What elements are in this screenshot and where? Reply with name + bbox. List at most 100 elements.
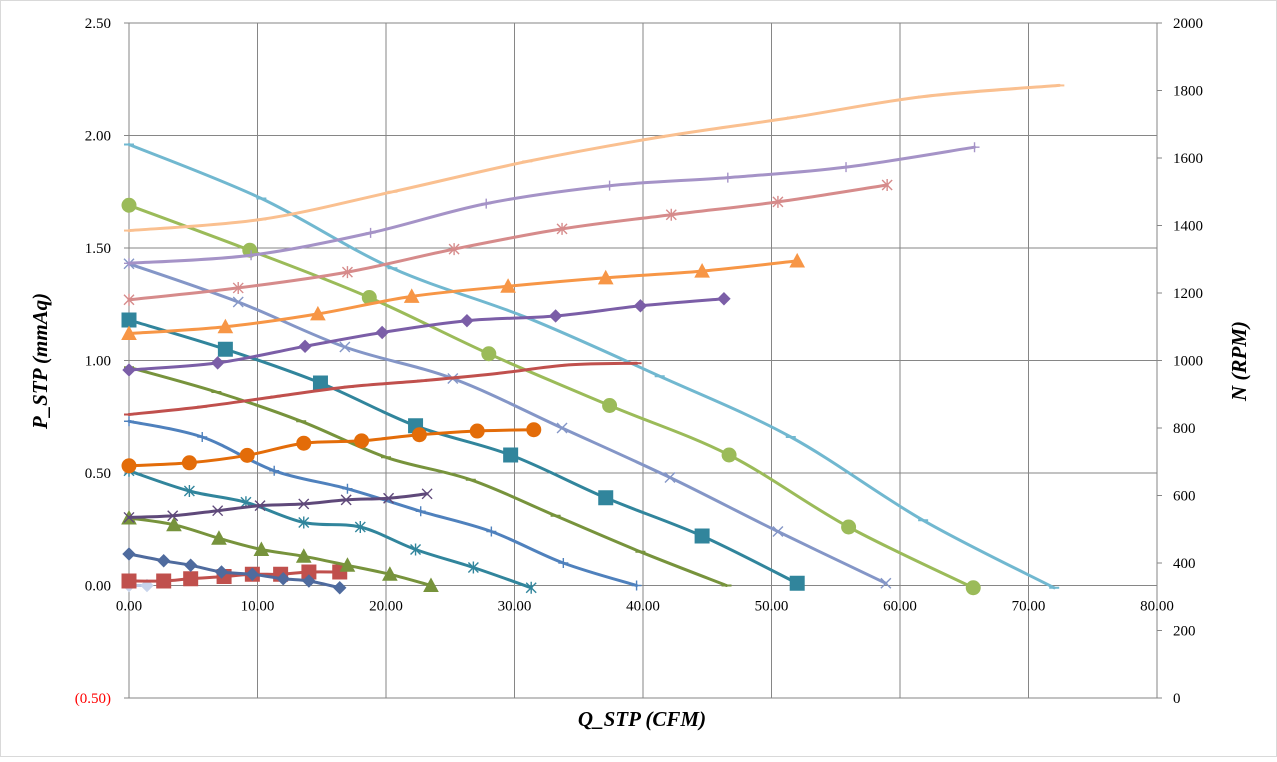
data-point xyxy=(486,526,497,537)
series-line xyxy=(127,469,533,590)
data-point xyxy=(365,227,376,238)
series-line xyxy=(127,259,799,335)
data-point xyxy=(276,572,290,586)
data-point xyxy=(253,541,270,556)
data-point xyxy=(183,558,198,572)
series-line xyxy=(127,183,889,302)
series-12 xyxy=(121,422,542,474)
series-11 xyxy=(123,488,433,523)
y-axis-title: P_STP (mmAq) xyxy=(28,293,52,430)
data-point xyxy=(121,312,137,328)
y2-tick-label: 400 xyxy=(1173,556,1196,572)
series-13 xyxy=(124,361,642,416)
data-point xyxy=(246,250,257,261)
data-point xyxy=(254,500,266,512)
data-point xyxy=(717,292,731,306)
data-point xyxy=(269,465,280,476)
y2-axis-title: N (RPM) xyxy=(1227,321,1251,402)
series-2 xyxy=(122,547,347,595)
y-tick-label: 1.50 xyxy=(85,241,111,257)
data-point xyxy=(633,299,648,313)
data-point xyxy=(841,519,857,535)
y-tick-label: 1.00 xyxy=(85,354,111,370)
data-point xyxy=(467,561,479,574)
series-line xyxy=(127,365,728,587)
y2-tick-label: 600 xyxy=(1173,489,1196,505)
data-point xyxy=(181,455,197,471)
data-point xyxy=(602,398,618,413)
x-tick-label: 40.00 xyxy=(626,599,660,615)
data-point xyxy=(880,577,892,589)
data-point xyxy=(121,458,137,474)
y2-tick-label: 0 xyxy=(1173,691,1181,707)
x-tick-label: 70.00 xyxy=(1012,599,1046,615)
data-point xyxy=(166,516,182,532)
data-point xyxy=(789,575,805,591)
data-point xyxy=(965,580,981,596)
series-18 xyxy=(124,83,1065,233)
data-point xyxy=(460,313,474,328)
data-point xyxy=(597,269,614,285)
data-point xyxy=(410,543,422,556)
y-tick-label: (0.50) xyxy=(75,691,111,707)
data-point xyxy=(214,565,229,579)
data-point xyxy=(156,573,172,589)
data-point xyxy=(342,483,353,494)
data-point xyxy=(354,521,366,533)
data-point xyxy=(122,547,136,561)
data-point xyxy=(421,488,433,500)
x-tick-label: 60.00 xyxy=(883,599,917,615)
data-point xyxy=(772,526,784,537)
data-point xyxy=(526,422,542,438)
data-point xyxy=(403,288,420,303)
y2-tick-label: 800 xyxy=(1173,421,1196,437)
data-point xyxy=(789,252,806,268)
data-point xyxy=(722,172,733,183)
series-group xyxy=(121,83,1065,596)
data-point xyxy=(969,142,980,153)
data-point xyxy=(556,222,568,235)
series-15 xyxy=(121,252,806,340)
data-point xyxy=(124,258,134,269)
data-point xyxy=(375,325,389,340)
x-tick-label: 10.00 xyxy=(241,599,275,615)
series-line xyxy=(127,203,975,590)
data-point xyxy=(298,516,310,529)
data-point xyxy=(295,548,312,563)
y2-tick-label: 1000 xyxy=(1173,354,1203,370)
data-point xyxy=(232,296,244,308)
series-6 xyxy=(124,365,732,587)
series-1 xyxy=(121,564,348,589)
data-point xyxy=(383,492,395,504)
y2-tick-label: 2000 xyxy=(1173,16,1203,32)
data-point xyxy=(217,341,233,357)
series-17 xyxy=(124,142,980,269)
data-point xyxy=(694,528,710,544)
data-point xyxy=(548,309,563,323)
x-tick-label: 80.00 xyxy=(1140,599,1174,615)
series-line xyxy=(127,318,799,585)
data-point xyxy=(481,346,497,362)
data-point xyxy=(339,341,351,353)
data-point xyxy=(556,422,568,434)
data-point xyxy=(217,318,234,334)
data-point xyxy=(411,427,427,443)
data-point xyxy=(772,195,784,208)
y2-tick-label: 1800 xyxy=(1173,84,1203,100)
series-14 xyxy=(122,292,731,377)
data-point xyxy=(210,356,225,370)
data-point xyxy=(631,580,642,591)
data-point xyxy=(503,447,519,463)
data-point xyxy=(423,577,439,592)
data-point xyxy=(469,423,485,439)
y-tick-label: 2.00 xyxy=(85,129,111,145)
data-point xyxy=(167,510,179,522)
series-7 xyxy=(121,312,805,591)
y-tick-label: 2.50 xyxy=(85,16,111,32)
data-point xyxy=(296,435,312,451)
data-point xyxy=(354,433,370,449)
data-point xyxy=(382,566,398,581)
series-9 xyxy=(121,197,981,596)
